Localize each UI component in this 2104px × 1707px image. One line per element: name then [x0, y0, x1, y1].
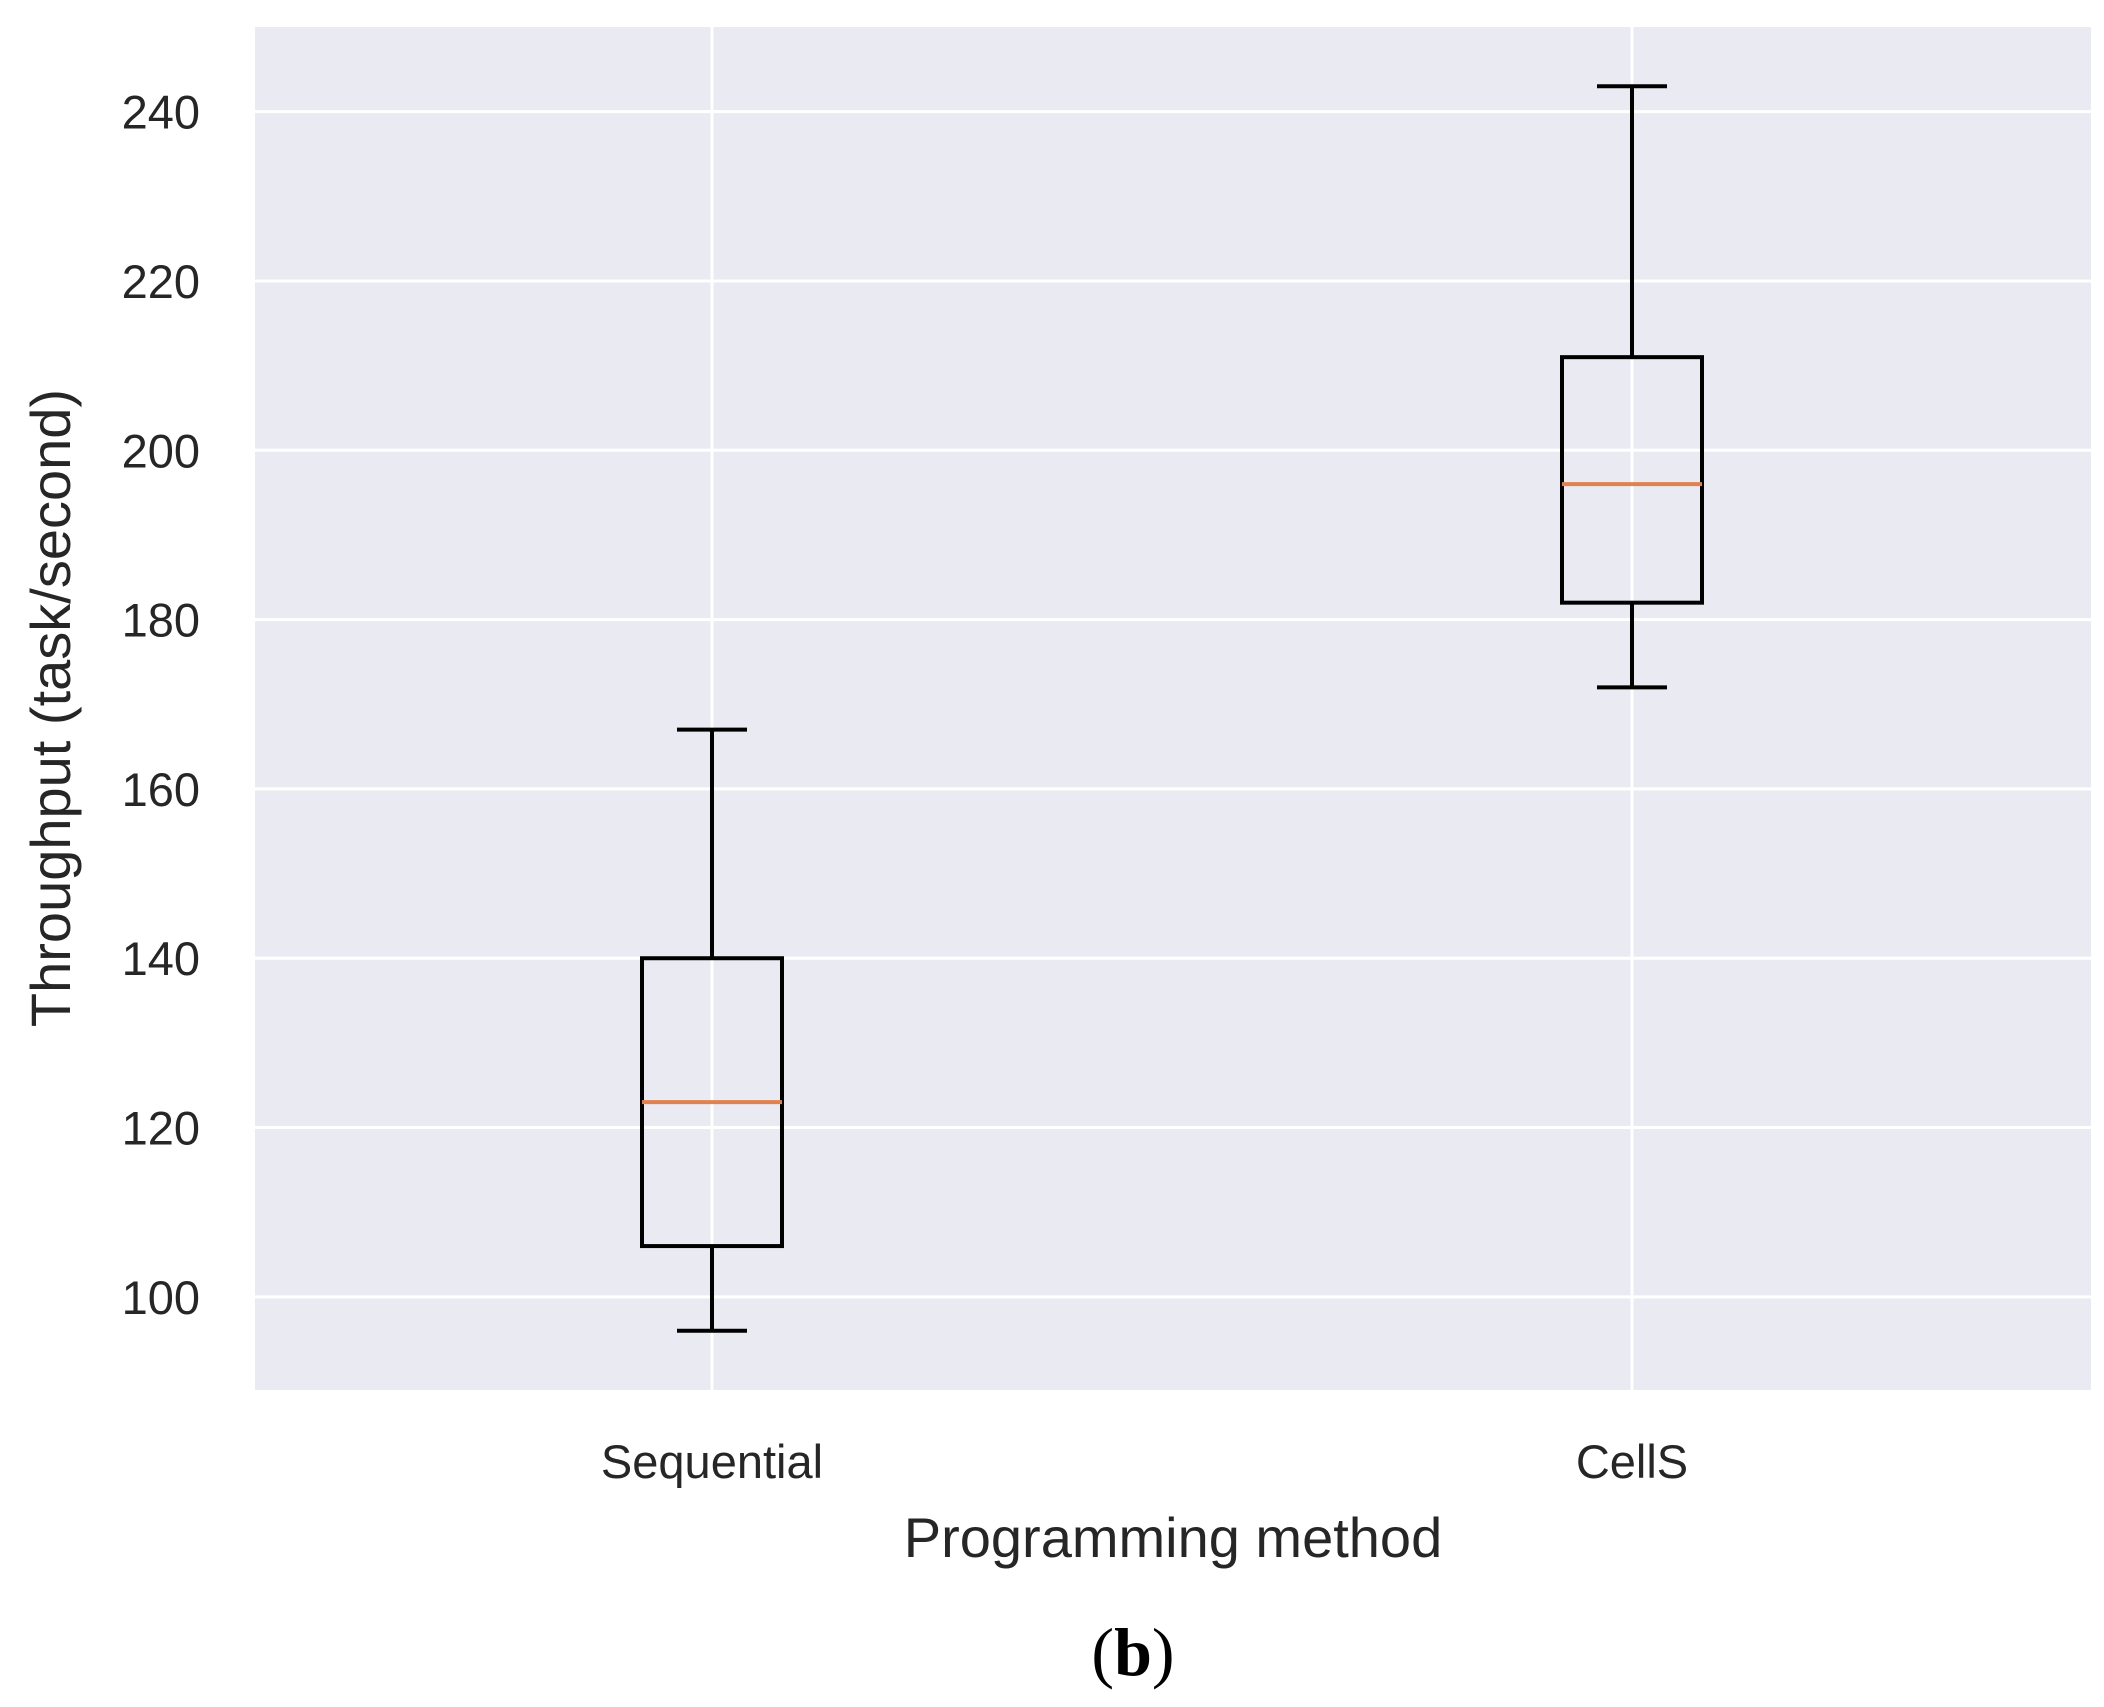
- y-axis-label: Throughput (task/second): [19, 389, 82, 1027]
- iqr-box: [1560, 355, 1704, 605]
- x-tick-labels: Sequential CellS: [601, 1435, 1688, 1488]
- panel-label: (b): [1091, 1614, 1174, 1690]
- y-tick-label: 120: [122, 1102, 200, 1155]
- y-tick-labels: 100 120 140 160 180 200 220 240: [122, 86, 200, 1324]
- y-tick-label: 100: [122, 1271, 200, 1324]
- box-sequential: [640, 727, 784, 1333]
- y-tick-label: 220: [122, 255, 200, 308]
- grid-lines: [255, 27, 2091, 1390]
- y-tick-label: 180: [122, 594, 200, 647]
- y-tick-label: 240: [122, 86, 200, 139]
- y-tick-label: 140: [122, 932, 200, 985]
- boxes: [640, 84, 1704, 1333]
- x-tick-label: Sequential: [601, 1435, 823, 1488]
- y-tick-label: 160: [122, 763, 200, 816]
- x-tick-label: CellS: [1576, 1435, 1688, 1488]
- x-axis-label: Programming method: [904, 1506, 1442, 1569]
- plot-area: [255, 27, 2091, 1390]
- y-tick-label: 200: [122, 424, 200, 477]
- box-cells: [1560, 84, 1704, 690]
